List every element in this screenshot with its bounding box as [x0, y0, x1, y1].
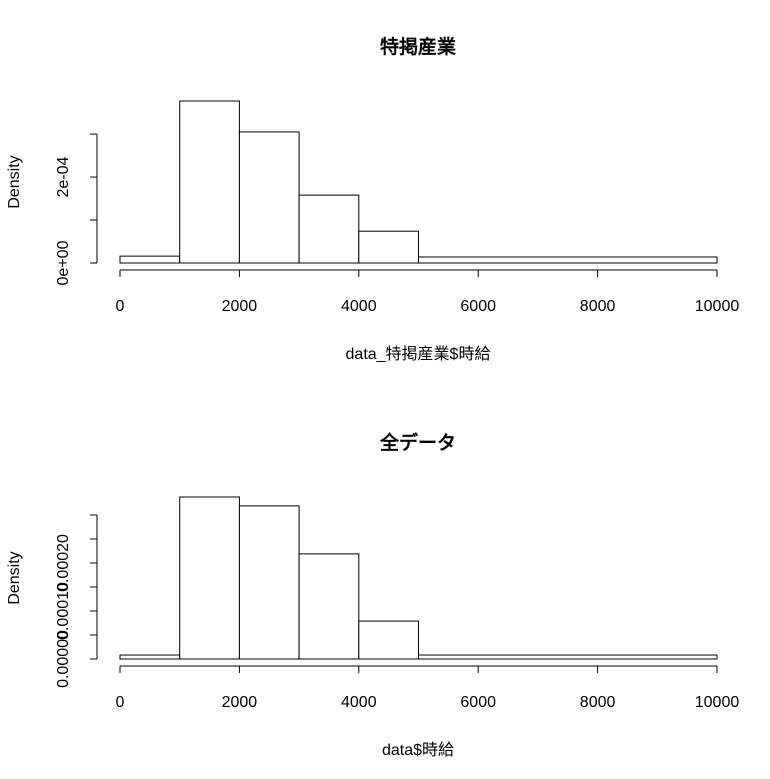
histogram-bar: [298, 553, 360, 660]
chart-title: 特掲産業: [380, 35, 457, 58]
x-tick-label: 0: [116, 694, 125, 711]
x-tick-label: 8000: [580, 694, 616, 711]
y-tick-label: 0e+00: [55, 240, 72, 285]
x-tick-label: 6000: [460, 298, 496, 315]
histogram-bar: [298, 194, 360, 264]
y-tick-label: 2e-04: [55, 156, 72, 197]
y-tick-label: 0.00000: [55, 630, 72, 688]
histogram-bar: [238, 505, 300, 660]
x-tick-label: 2000: [222, 694, 258, 711]
x-tick-label: 10000: [695, 298, 740, 315]
histogram-bar: [418, 256, 718, 264]
x-tick-label: 8000: [580, 298, 616, 315]
y-axis-label: Density: [6, 155, 23, 208]
x-tick-label: 6000: [460, 694, 496, 711]
x-tick-label: 0: [116, 298, 125, 315]
histogram-bar: [358, 230, 419, 264]
chart-title: 全データ: [379, 431, 456, 454]
y-tick-label: 0.00010: [55, 582, 72, 640]
histogram-bar: [238, 131, 300, 264]
x-axis-label: data_特掲産業$時給: [346, 345, 491, 363]
x-tick-label: 4000: [341, 694, 377, 711]
histogram-bar: [179, 100, 240, 264]
x-tick-label: 10000: [695, 694, 740, 711]
x-tick-label: 2000: [222, 298, 258, 315]
x-tick-label: 4000: [341, 298, 377, 315]
histogram-bar: [119, 654, 181, 660]
histogram-bar: [358, 620, 419, 660]
y-axis-label: Density: [6, 551, 23, 604]
histogram-bar: [179, 496, 240, 660]
x-axis-label: data$時給: [382, 741, 454, 759]
histogram-bar: [119, 255, 181, 264]
y-tick-label: 0.00020: [55, 534, 72, 592]
histogram-bar: [418, 654, 718, 660]
